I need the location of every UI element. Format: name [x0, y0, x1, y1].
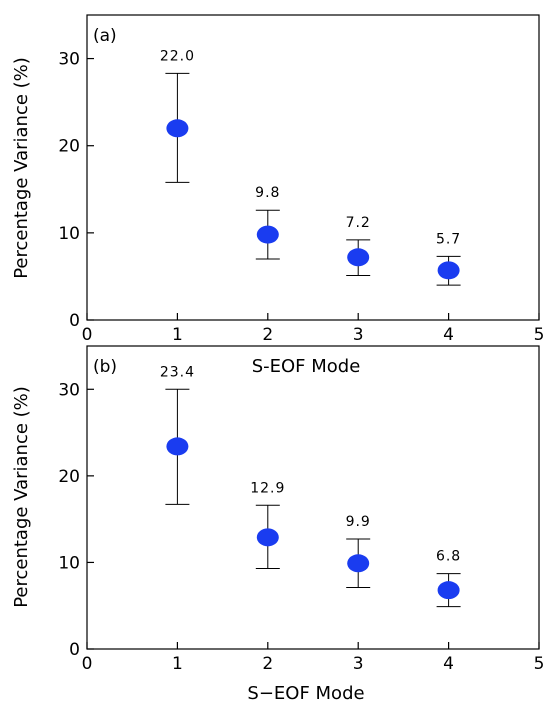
- marker-a-3: [437, 261, 460, 280]
- marker-b-0: [166, 437, 189, 456]
- axis-ticks-b: 0 1 2 3 4 5 0 10 20 30: [58, 380, 543, 674]
- x-tick-label-a-2: 2: [262, 325, 273, 345]
- x-tick-label-b-0: 0: [82, 654, 93, 674]
- x-tick-label-b-5: 5: [534, 654, 543, 674]
- y-axis-title-a: Percentage Variance (%): [11, 57, 32, 279]
- plot-frame-b: [86, 345, 540, 650]
- y-tick-label-a-0: 0: [69, 311, 80, 331]
- x-tick-label-a-4: 4: [443, 325, 454, 345]
- x-tick-label-a-5: 5: [534, 325, 543, 345]
- value-label-b-2: 9.9: [346, 514, 371, 530]
- marker-b-3: [437, 581, 460, 600]
- panel-label-a: (a): [93, 26, 117, 46]
- x-tick-label-a-1: 1: [172, 325, 183, 345]
- y-tick-label-a-2: 20: [58, 137, 80, 157]
- data-marks-b: 23.4 12.9 9.9 6.8: [160, 364, 461, 608]
- panel-a: (a) Percentage Variance (%) S-EOF Mode 0…: [11, 14, 543, 377]
- y-tick-label-b-2: 20: [58, 467, 80, 487]
- x-axis-title-a: S-EOF Mode: [252, 356, 361, 377]
- value-label-b-1: 12.9: [250, 480, 285, 496]
- value-label-b-3: 6.8: [436, 549, 461, 565]
- data-point-b-2: 9.9: [346, 514, 371, 589]
- data-point-a-0: 22.0: [160, 48, 195, 183]
- y-tick-label-a-3: 30: [58, 50, 80, 70]
- y-tick-label-b-3: 30: [58, 380, 80, 400]
- y-tick-label-b-1: 10: [58, 553, 80, 573]
- marker-b-2: [347, 554, 370, 573]
- x-axis-title-b: S−EOF Mode: [247, 683, 364, 704]
- panel-label-b: (b): [93, 357, 117, 377]
- value-label-b-0: 23.4: [160, 364, 195, 380]
- panel-b: (b) Percentage Variance (%) S−EOF Mode 0…: [11, 345, 543, 704]
- value-label-a-1: 9.8: [255, 185, 280, 201]
- x-tick-label-b-1: 1: [172, 654, 183, 674]
- value-label-a-2: 7.2: [346, 215, 371, 231]
- y-tick-label-a-1: 10: [58, 224, 80, 244]
- x-tick-label-b-2: 2: [262, 654, 273, 674]
- data-point-b-3: 6.8: [436, 549, 461, 608]
- value-label-a-0: 22.0: [160, 48, 195, 64]
- data-point-b-1: 12.9: [250, 480, 285, 569]
- data-point-b-0: 23.4: [160, 364, 195, 505]
- x-tick-label-a-3: 3: [353, 325, 364, 345]
- marker-a-2: [347, 248, 370, 267]
- marker-a-0: [166, 119, 189, 138]
- y-axis-title-b: Percentage Variance (%): [11, 386, 32, 608]
- data-point-a-3: 5.7: [436, 231, 461, 286]
- plot-frame-a: [86, 14, 540, 321]
- data-marks-a: 22.0 9.8 7.2 5.7: [160, 48, 461, 286]
- axis-ticks-a: 0 1 2 3 4 5 0 10 20 30: [58, 50, 543, 345]
- y-tick-label-b-0: 0: [69, 640, 80, 660]
- x-tick-label-b-4: 4: [443, 654, 454, 674]
- x-tick-label-b-3: 3: [353, 654, 364, 674]
- data-point-a-1: 9.8: [255, 185, 280, 260]
- marker-a-1: [256, 225, 279, 244]
- data-point-a-2: 7.2: [346, 215, 371, 277]
- x-tick-label-a-0: 0: [82, 325, 93, 345]
- value-label-a-3: 5.7: [436, 231, 461, 247]
- marker-b-1: [256, 528, 279, 547]
